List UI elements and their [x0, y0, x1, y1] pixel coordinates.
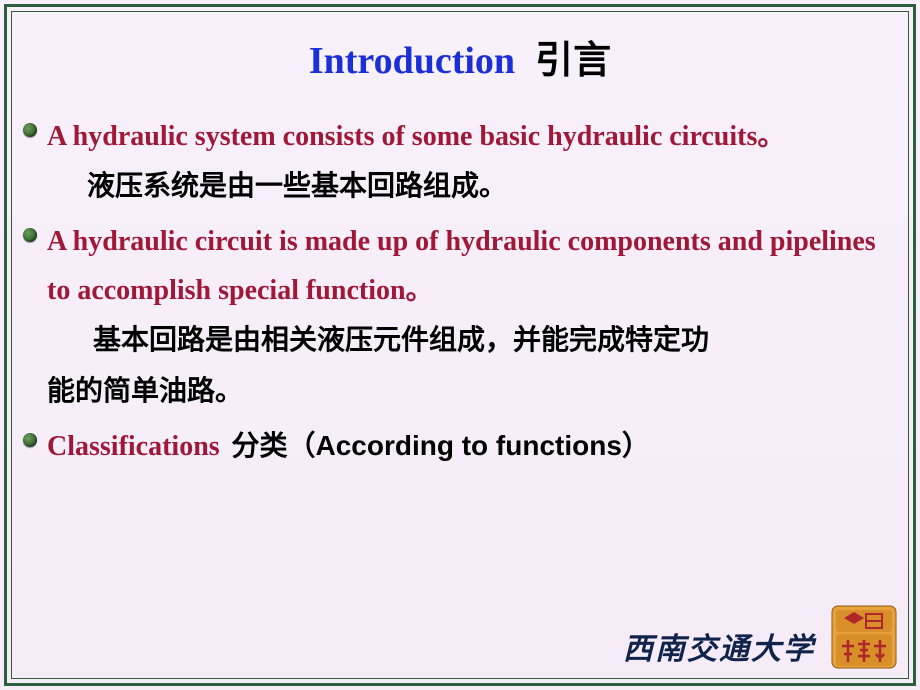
bullet-point-3: Classifications 分类（According to function…	[23, 422, 897, 471]
bullet-icon	[23, 228, 37, 242]
slide-content: Introduction 引言 A hydraulic system consi…	[15, 15, 905, 675]
point3-english: Classifications	[47, 431, 220, 462]
point3-chinese: 分类（According to functions）	[224, 430, 650, 461]
title-english: Introduction	[309, 40, 515, 82]
point2-chinese-line2: 能的简单油路。	[47, 366, 897, 416]
bullet-point-2: A hydraulic circuit is made up of hydrau…	[23, 217, 897, 416]
title-chinese: 引言	[525, 40, 612, 82]
bullet-point-1: A hydraulic system consists of some basi…	[23, 112, 897, 211]
bullet-icon	[23, 433, 37, 447]
point1-chinese: 液压系统是由一些基本回路组成。	[87, 161, 897, 211]
bullet-icon	[23, 123, 37, 137]
point2-chinese-line1: 基本回路是由相关液压元件组成，并能完成特定功	[93, 315, 897, 365]
university-name: 西南交通大学	[623, 624, 815, 668]
slide-title: Introduction 引言	[23, 29, 897, 84]
point1-english: A hydraulic system consists of some basi…	[47, 112, 785, 161]
point2-english: A hydraulic circuit is made up of hydrau…	[47, 217, 897, 315]
university-logo-icon	[830, 604, 898, 670]
